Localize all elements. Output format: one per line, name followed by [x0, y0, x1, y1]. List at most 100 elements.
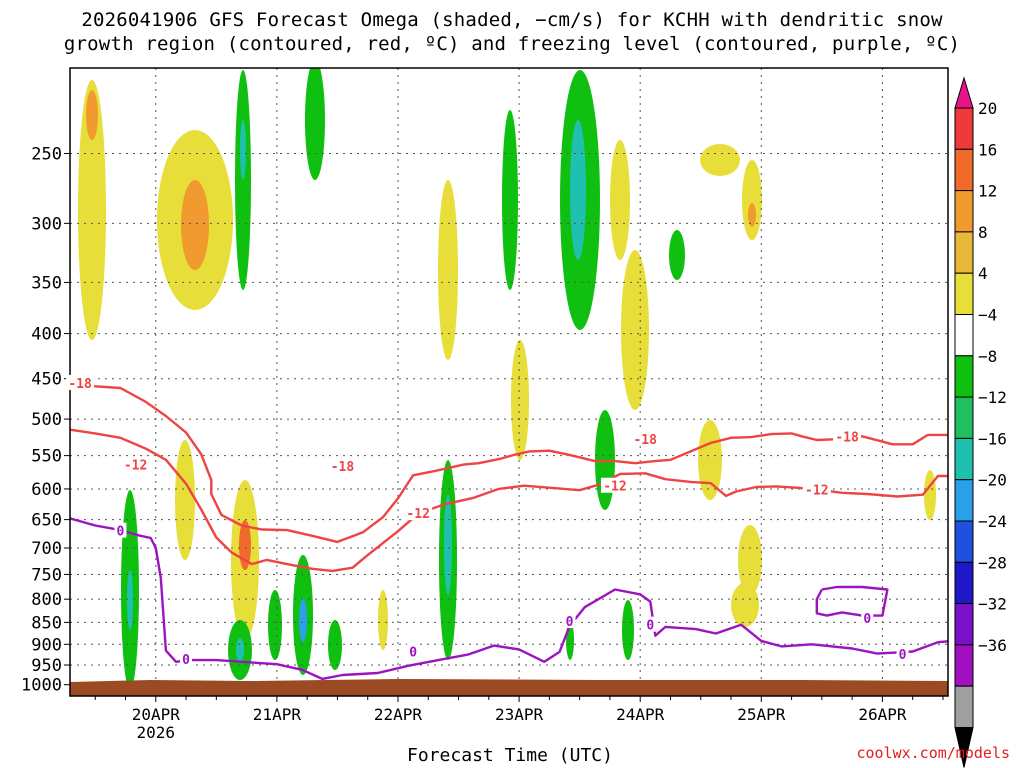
y-tick-label: 700: [31, 539, 62, 559]
colorbar-segment: [954, 355, 974, 398]
y-tick-label: 350: [31, 273, 62, 293]
x-tick-label: 23APR: [495, 705, 544, 724]
contour-label: -12: [124, 459, 147, 474]
omega-blob: [924, 470, 936, 520]
x-tick-label: 24APR: [616, 705, 665, 724]
x-axis: 20APR 21APR 22APR 23APR 24APR 25APR 26APR 2026: [94, 696, 944, 742]
colorbar-segment: [954, 190, 974, 233]
omega-blob: [444, 495, 452, 595]
y-tick-label: 800: [31, 590, 62, 610]
omega-blob: [78, 80, 106, 340]
omega-blob: [181, 180, 209, 270]
contour-label: 0: [182, 653, 190, 668]
colorbar: 20 16 12 8 4 −4 −8 −12 −16 −20 −24 −28 −32 −36: [954, 76, 1007, 768]
colorbar-label: 8: [978, 223, 988, 242]
contour-label-bg: [407, 643, 420, 659]
colorbar-segment: [954, 314, 974, 357]
colorbar-segment: [954, 231, 974, 274]
contour-label-bg: [180, 650, 193, 666]
omega-blob: [731, 583, 759, 627]
colorbar-segment: [954, 437, 974, 481]
contour-label: 0: [409, 645, 417, 660]
colorbar-label: −4: [978, 306, 997, 325]
omega-blob: [698, 420, 722, 500]
colorbar-segment: [954, 561, 974, 605]
contour-line-3: [815, 585, 889, 617]
contour-label: -12: [406, 507, 429, 522]
omega-blob: [622, 600, 634, 660]
colorbar-segment: [954, 520, 974, 563]
contour-line-2: [70, 517, 948, 681]
omega-blob: [86, 90, 98, 140]
x-year-label: 2026: [137, 723, 176, 742]
colorbar-label: −12: [978, 388, 1007, 407]
omega-shading: [78, 68, 936, 690]
contour-label-bg: [833, 428, 862, 444]
contour-label-bg: [404, 505, 433, 521]
terrain-fill: [70, 679, 948, 696]
y-tick-label: 400: [31, 325, 62, 345]
contour-label-bg: [563, 613, 576, 629]
colorbar-label: −32: [978, 595, 1007, 614]
contour-label-bg: [631, 431, 660, 447]
y-tick-label: 850: [31, 613, 62, 633]
omega-blob: [610, 140, 630, 260]
y-tick-label: 550: [31, 447, 62, 467]
contour-label: 0: [899, 648, 907, 663]
colorbar-label: 20: [978, 99, 997, 118]
omega-blob: [305, 68, 325, 180]
y-tick-label: 300: [31, 214, 62, 234]
y-tick-label: 450: [31, 370, 62, 390]
colorbar-label: −36: [978, 636, 1007, 655]
y-axis: 2503003504004505005506006507007508008509…: [21, 144, 70, 696]
contour-label: -18: [835, 430, 859, 445]
omega-blob: [240, 120, 246, 180]
omega-blob: [299, 598, 307, 642]
colorbar-label: −24: [978, 512, 1007, 531]
x-tick-label: 25APR: [737, 705, 786, 724]
omega-blob: [378, 590, 388, 650]
omega-blob: [268, 590, 282, 660]
contour-label: 0: [646, 619, 654, 634]
x-tick-label: 26APR: [858, 705, 907, 724]
contour-label: -18: [633, 433, 657, 448]
contour-label-bg: [861, 609, 874, 625]
omega-blob: [127, 570, 133, 630]
contour-series: [70, 381, 948, 681]
y-tick-label: 1000: [21, 676, 62, 696]
y-tick-label: 750: [31, 565, 62, 585]
colorbar-top-arrow: [954, 76, 974, 109]
contour-label: -18: [331, 460, 355, 475]
contour-label: -12: [603, 480, 626, 495]
colorbar-segment: [954, 107, 974, 150]
colorbar-label: −16: [978, 429, 1007, 448]
contour-label: 0: [117, 525, 125, 540]
chart-title-line1: 2026041906 GFS Forecast Omega (shaded, −…: [81, 9, 943, 31]
source-credit[interactable]: coolwx.com/models: [856, 744, 1010, 762]
x-tick-label: 20APR: [132, 705, 181, 724]
chart-title-line2: growth region (contoured, red, ºC) and f…: [63, 33, 961, 55]
colorbar-segment: [954, 479, 974, 522]
colorbar-segment: [954, 396, 974, 439]
omega-blob: [328, 620, 342, 670]
contour-label-bg: [600, 477, 629, 493]
y-tick-label: 950: [31, 656, 62, 676]
omega-blob: [738, 525, 762, 595]
contour-label: 0: [863, 612, 871, 627]
colorbar-label: 16: [978, 140, 997, 159]
surface-terrain: [70, 679, 948, 696]
x-tick-label: 21APR: [253, 705, 302, 724]
contour-label-bg: [802, 481, 831, 497]
colorbar-segment: [954, 644, 974, 687]
colorbar-segment: [954, 603, 974, 646]
colorbar-label: 12: [978, 182, 997, 201]
y-tick-label: 650: [31, 511, 62, 531]
colorbar-label: −28: [978, 553, 1007, 572]
omega-blob: [742, 160, 762, 240]
omega-blob: [236, 638, 244, 662]
omega-blob: [570, 120, 586, 260]
contour-label: -12: [805, 484, 828, 499]
colorbar-segment: [954, 272, 974, 316]
contour-label-bg: [896, 645, 909, 661]
